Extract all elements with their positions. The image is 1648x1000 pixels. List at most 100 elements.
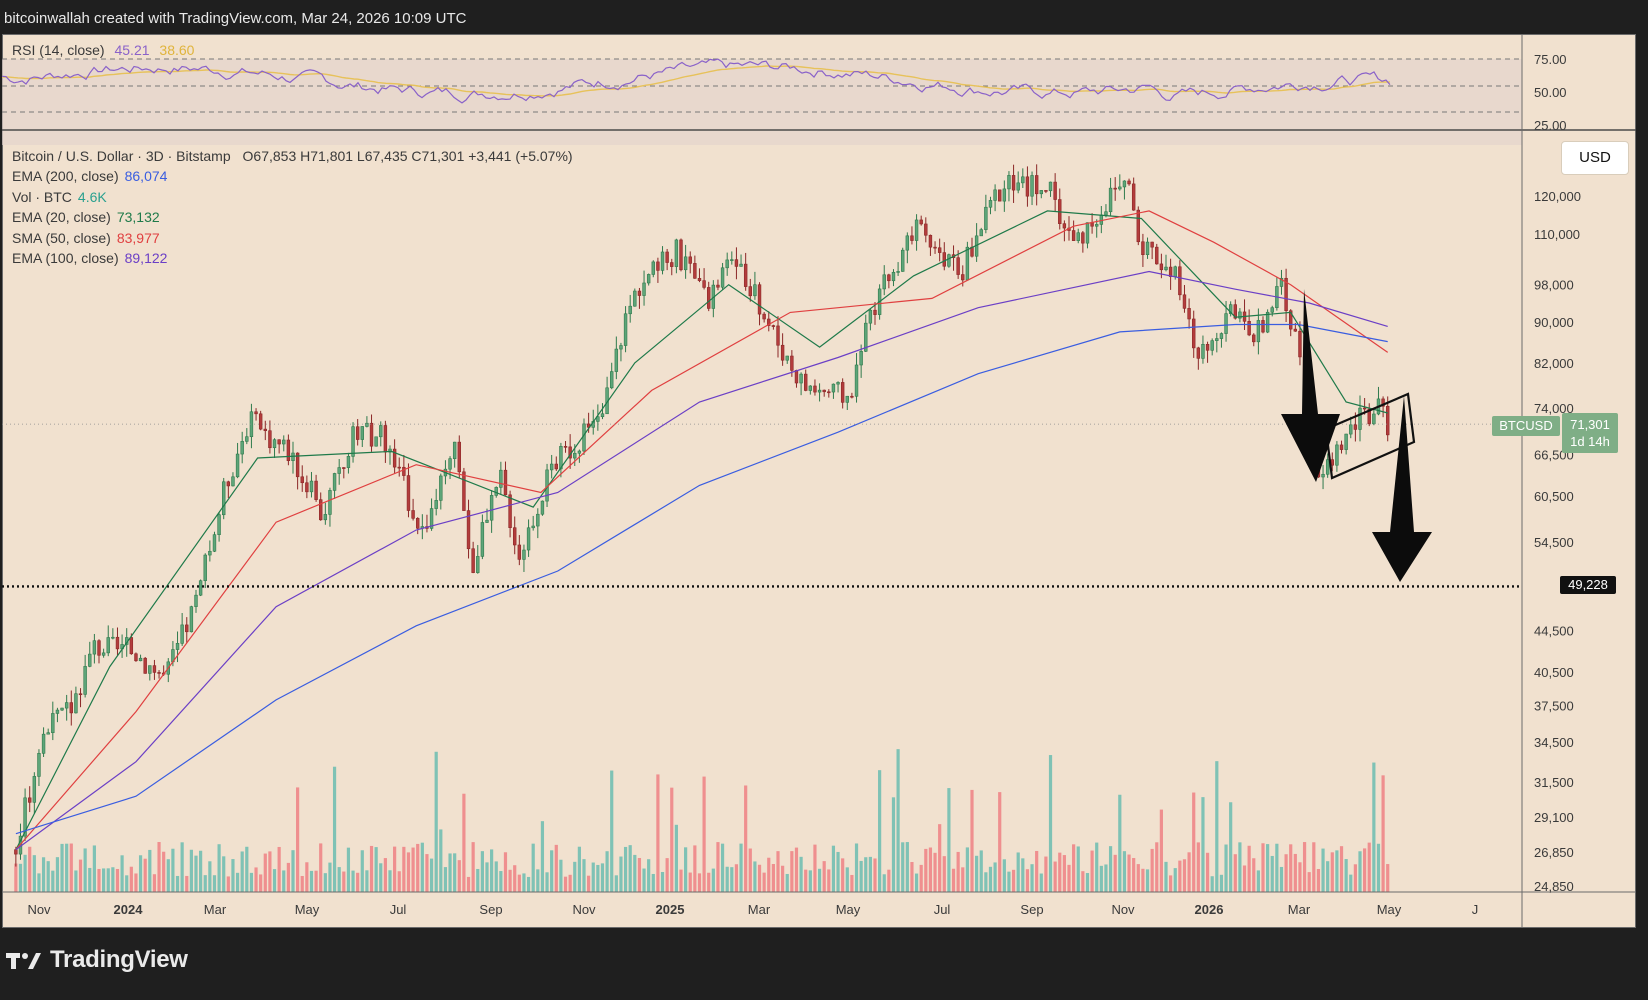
- volume-bar: [730, 867, 734, 892]
- volume-bar: [55, 857, 60, 892]
- candle-body: [1141, 241, 1145, 255]
- candle-body: [508, 494, 512, 528]
- candle-body: [637, 290, 642, 296]
- candle-body: [1339, 444, 1344, 450]
- candle-body: [1325, 459, 1330, 475]
- candle-body: [1233, 304, 1237, 319]
- moving-averages: [15, 210, 1389, 851]
- candle-body: [462, 471, 466, 511]
- volume-bar: [850, 874, 854, 892]
- chart-attribution: bitcoinwallah created with TradingView.c…: [4, 10, 467, 27]
- legend-value: 4.6K: [77, 188, 107, 205]
- price-axis-label: 98,000: [1534, 278, 1574, 293]
- volume-bar: [757, 864, 762, 892]
- candle-body: [1358, 407, 1362, 430]
- volume-bar: [517, 874, 521, 892]
- volume-bar: [397, 871, 401, 892]
- volume-bar: [1030, 864, 1034, 892]
- volume-bar: [531, 843, 535, 892]
- time-axis-label: J: [1472, 902, 1479, 917]
- volume-bar: [300, 875, 304, 892]
- volume-bar: [286, 862, 290, 892]
- volume-bar: [984, 872, 988, 892]
- legend-row: Vol · BTC 4.6K: [12, 189, 107, 205]
- volume-bar: [975, 855, 979, 892]
- volume-bar: [1335, 850, 1339, 892]
- volume-bar: [296, 787, 300, 892]
- candle-body: [1159, 263, 1164, 271]
- volume-bar: [1233, 854, 1237, 892]
- volume-bar: [1113, 854, 1117, 892]
- volume-bar: [272, 869, 277, 892]
- candle-body: [254, 411, 258, 415]
- volume-bar: [1363, 848, 1367, 892]
- candle-body: [1053, 181, 1057, 200]
- volume-bar: [753, 861, 757, 892]
- candle-body: [129, 637, 134, 655]
- volume-bar: [1275, 843, 1279, 892]
- volume-bar: [83, 848, 87, 892]
- volume-bar: [1247, 845, 1251, 892]
- volume-bar: [522, 873, 526, 892]
- candle-body: [277, 439, 281, 445]
- volume-bar: [794, 847, 799, 892]
- volume-bar: [651, 873, 655, 892]
- candle-body: [674, 239, 679, 267]
- candle-body: [956, 257, 960, 275]
- volume-bar: [1381, 775, 1385, 892]
- candle-body: [268, 430, 272, 449]
- candle-body: [660, 251, 665, 271]
- candle-body: [646, 274, 651, 284]
- axes: 120,000110,00098,00090,00082,00074,00066…: [2, 34, 1636, 928]
- price-tag-countdown: 1d 14h: [1570, 434, 1610, 449]
- volume-bar: [199, 850, 203, 892]
- candle-body: [1104, 211, 1108, 216]
- candle-body: [503, 469, 508, 496]
- candle-body: [707, 287, 711, 309]
- currency-button[interactable]: USD: [1561, 141, 1629, 175]
- candle-body: [933, 246, 937, 249]
- legend-row: EMA (100, close) 89,122: [12, 250, 167, 266]
- volume-bar: [1053, 861, 1057, 892]
- price-axis-label: 26,850: [1534, 845, 1574, 860]
- time-axis-label: 2024: [114, 902, 144, 917]
- volume-bar: [97, 868, 101, 892]
- legend-value: 73,132: [116, 209, 160, 225]
- candle-body: [263, 428, 267, 432]
- volume-bar: [393, 846, 397, 892]
- candle-body: [808, 385, 813, 391]
- volume-bar: [711, 868, 715, 892]
- volume-bar: [573, 861, 577, 892]
- volume-bar: [1095, 842, 1099, 892]
- candle-body: [1192, 318, 1196, 349]
- volume-bar: [707, 872, 711, 892]
- volume-bar: [1201, 797, 1205, 892]
- volume-bar: [1344, 859, 1348, 892]
- candle-body: [175, 643, 180, 650]
- candle-body: [1228, 304, 1233, 314]
- candle-body: [1205, 343, 1210, 351]
- volume-bar: [1058, 852, 1062, 892]
- candle-body: [965, 246, 970, 281]
- volume-bar: [827, 869, 831, 892]
- price-axis-label: 44,500: [1534, 624, 1574, 639]
- candle-body: [222, 481, 226, 516]
- volume-bar: [841, 858, 845, 892]
- candle-body: [840, 382, 845, 403]
- volume-bar: [914, 873, 919, 892]
- price-tag-value: 71,301 1d 14h: [1562, 413, 1618, 453]
- brand-name: TradingView: [50, 946, 188, 973]
- candle-body: [1215, 338, 1219, 341]
- volume-bar: [596, 864, 600, 892]
- candle-body: [258, 413, 263, 430]
- volume-bar: [1108, 846, 1113, 892]
- candle-body: [531, 525, 535, 529]
- candle-body: [374, 436, 378, 447]
- candle-body: [984, 206, 988, 230]
- candle-body: [111, 636, 115, 639]
- candle-body: [1071, 230, 1076, 241]
- volume-bar: [600, 863, 605, 892]
- volume-bar: [28, 846, 32, 892]
- candle-body: [670, 262, 674, 267]
